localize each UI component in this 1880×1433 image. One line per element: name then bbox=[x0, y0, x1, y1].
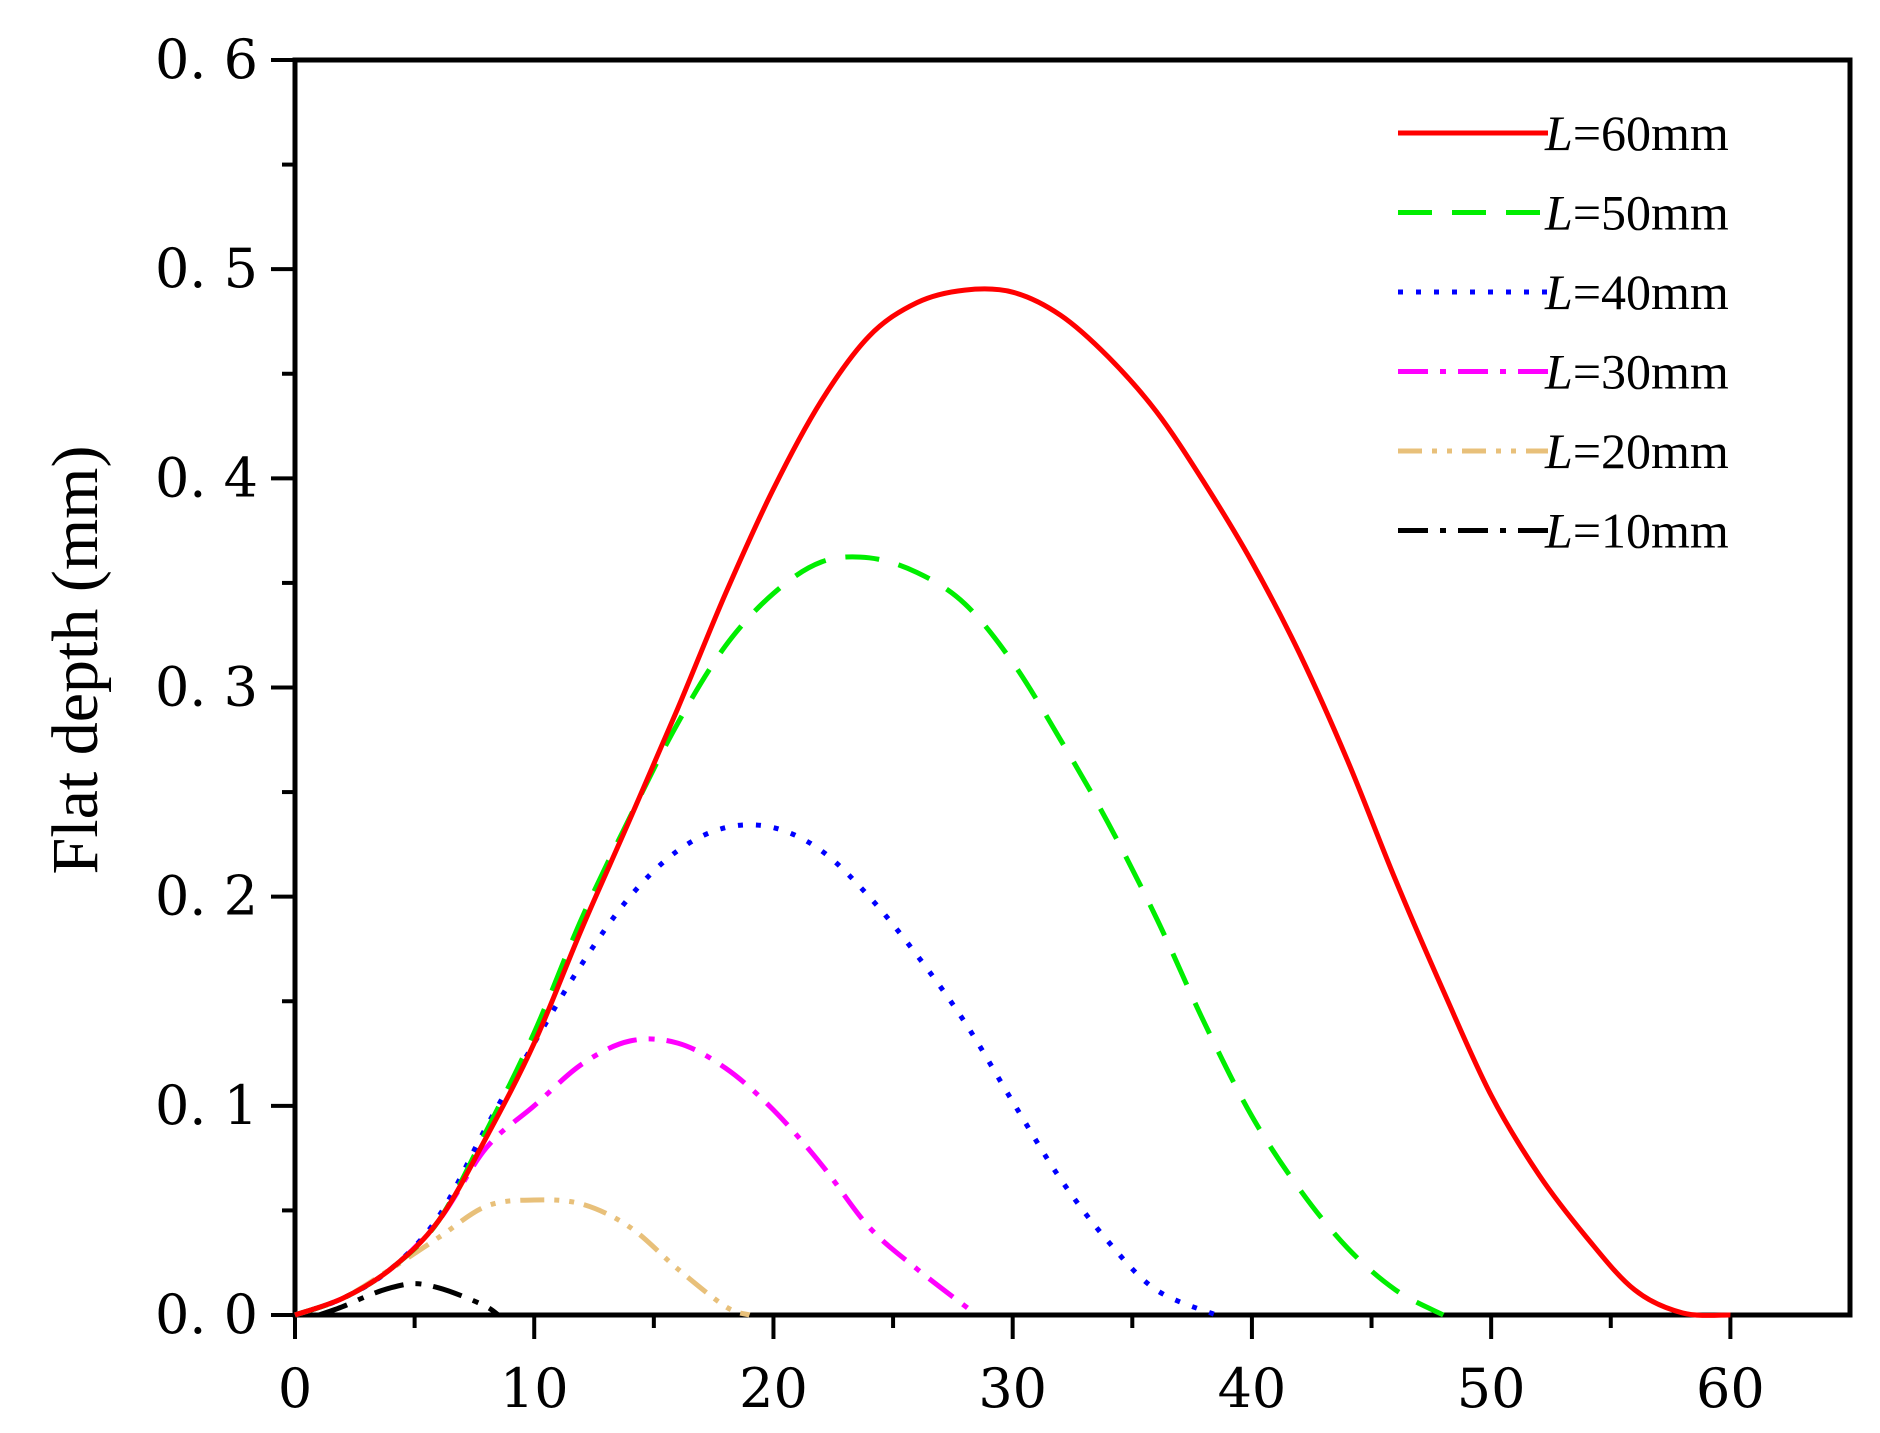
series-line-l-50mm bbox=[294, 554, 1445, 1318]
y-tick-label: 0. 5 bbox=[155, 237, 258, 300]
legend-label: L=60mm bbox=[1544, 105, 1729, 161]
x-tick-label: 60 bbox=[1696, 1357, 1765, 1420]
series-line-l-30mm bbox=[294, 1036, 979, 1318]
y-tick-label: 0. 3 bbox=[155, 656, 258, 719]
plot-frame bbox=[292, 57, 1853, 1318]
x-tick-label: 20 bbox=[739, 1357, 808, 1420]
legend-label: L=40mm bbox=[1544, 264, 1729, 320]
series-lines bbox=[294, 286, 1731, 1318]
x-tick-label: 10 bbox=[500, 1357, 569, 1420]
series-line-l-60mm bbox=[294, 286, 1731, 1318]
legend-label: L=10mm bbox=[1544, 503, 1729, 559]
x-tick-label: 0 bbox=[278, 1357, 312, 1420]
y-axis-title: Flat depth (mm) bbox=[39, 446, 112, 875]
y-tick-label: 0. 6 bbox=[155, 28, 258, 91]
legend: L=60mm L=50mm L=40mm L=30mm L=20mm L=10mm bbox=[1398, 105, 1729, 559]
legend-label: L=50mm bbox=[1544, 185, 1729, 241]
x-axis-ticks: 0 10 20 30 40 50 60 bbox=[278, 1315, 1765, 1420]
series-line-l-20mm bbox=[294, 1197, 751, 1318]
axes bbox=[292, 57, 1853, 1318]
legend-label: L=30mm bbox=[1544, 344, 1729, 400]
y-tick-label: 0. 1 bbox=[155, 1074, 258, 1137]
legend-label: L=20mm bbox=[1544, 423, 1729, 479]
y-axis-ticks: 0. 0 0. 1 0. 2 0. 3 0. 4 0. 5 0. 6 bbox=[155, 28, 295, 1346]
x-tick-label: 30 bbox=[978, 1357, 1047, 1420]
y-tick-label: 0. 2 bbox=[155, 865, 258, 928]
y-tick-label: 0. 4 bbox=[155, 446, 258, 509]
x-tick-label: 50 bbox=[1457, 1357, 1526, 1420]
x-tick-label: 40 bbox=[1218, 1357, 1287, 1420]
series-line-l-40mm bbox=[294, 822, 1217, 1318]
y-tick-label: 0. 0 bbox=[155, 1283, 258, 1346]
